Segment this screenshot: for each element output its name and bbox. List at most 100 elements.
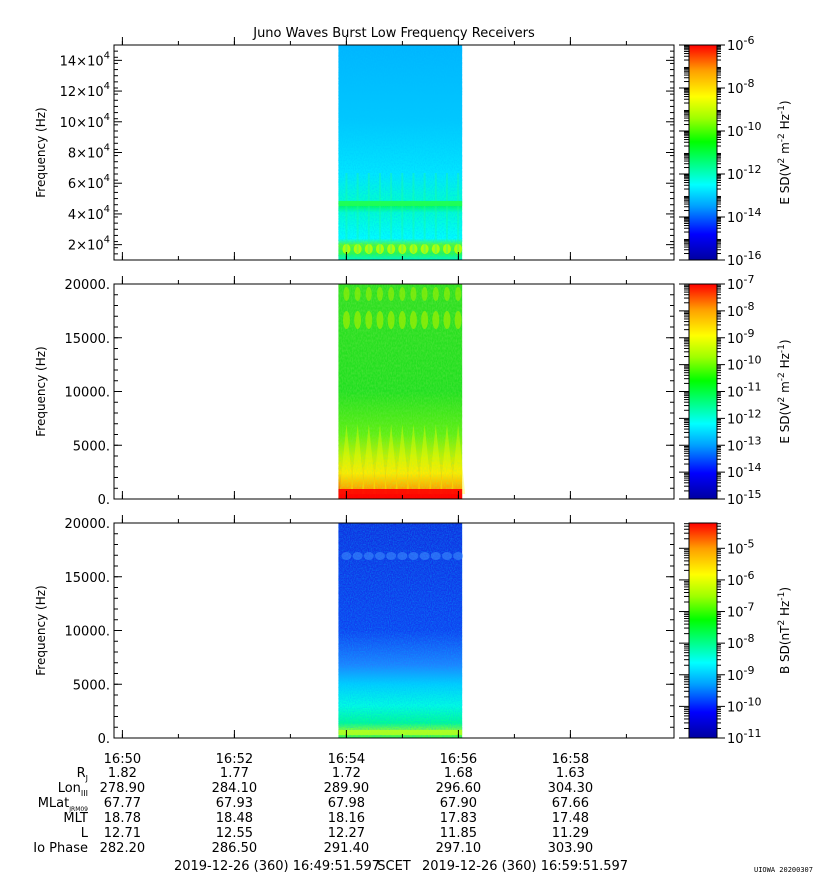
x-tick-label: 16:54 (328, 752, 365, 767)
colorbar (688, 283, 718, 500)
ephemeris-value: 291.40 (324, 841, 370, 856)
colorbar-label: 10-12 (727, 163, 762, 183)
burst-streak (339, 424, 354, 494)
colorbar-label: 10-6 (727, 34, 755, 54)
burst-feature (453, 552, 464, 560)
burst-feature (374, 552, 385, 560)
burst-feature (376, 311, 384, 329)
x-tick-label: 16:50 (104, 752, 141, 767)
burst-feature (341, 552, 352, 560)
burst-feature (409, 311, 417, 329)
colorbar-label: 10-7 (727, 273, 755, 293)
burst-feature (343, 287, 350, 301)
burst-feature (354, 287, 361, 301)
ephemeris-value: 18.48 (216, 811, 253, 826)
burst-feature (430, 552, 441, 560)
ephemeris-value: 1.68 (444, 766, 473, 781)
y-axis-label: Frequency (Hz) (34, 346, 48, 437)
ephemeris-value: 303.90 (548, 841, 594, 856)
ephemeris-label: MLatJRM09 (38, 796, 88, 813)
y-tick-label: 4×104 (68, 204, 110, 223)
burst-streak (367, 173, 370, 253)
colorbar-label: 10-5 (727, 537, 755, 557)
y-tick-label: 20000. (65, 517, 111, 532)
colorbar-label: 10-10 (727, 354, 762, 374)
ephemeris-label: LonIII (58, 781, 88, 798)
ephemeris-label: RJ (77, 766, 88, 783)
ephemeris-value: 11.29 (552, 826, 589, 841)
colorbar-label: 10-14 (727, 206, 762, 226)
ephemeris-label: MLT (63, 811, 88, 826)
ephemeris-value: 12.55 (216, 826, 253, 841)
burst-streak (428, 424, 443, 494)
burst-feature (363, 552, 374, 560)
burst-feature (365, 287, 372, 301)
burst-feature (399, 287, 406, 301)
y-axis-label: Frequency (Hz) (34, 585, 48, 676)
burst-feature (454, 244, 463, 254)
burst-streak (406, 424, 421, 494)
ephemeris-value: 67.93 (216, 796, 253, 811)
y-tick-label: 10000. (65, 625, 111, 640)
burst-feature (386, 552, 397, 560)
colorbar-label: 10-9 (727, 327, 755, 347)
colorbar-axis-label: E SD(V2 m-2 Hz-1) (777, 339, 792, 443)
burst-feature (432, 311, 440, 329)
ephemeris-value: 296.60 (436, 781, 482, 796)
y-tick-label: 10×104 (60, 112, 110, 131)
colorbar-label: 10-16 (727, 249, 762, 269)
y-tick-label: 0. (98, 732, 110, 747)
chart-title: Juno Waves Burst Low Frequency Receivers (252, 26, 535, 41)
ephemeris-value: 67.98 (328, 796, 365, 811)
y-tick-label: 0. (98, 493, 110, 508)
y-tick-label: 5000. (73, 439, 110, 454)
burst-streak (350, 424, 365, 494)
ephemeris-value: 67.66 (552, 796, 589, 811)
burst-streak (451, 424, 466, 494)
burst-feature (398, 244, 407, 254)
burst-feature (443, 287, 450, 301)
colorbar-label: 10-11 (727, 727, 762, 747)
burst-feature (442, 244, 451, 254)
burst-feature (421, 287, 428, 301)
burst-feature (388, 287, 395, 301)
burst-streak (417, 424, 432, 494)
ephemeris-value: 284.10 (212, 781, 258, 796)
burst-streak (457, 173, 460, 253)
burst-streak (434, 173, 437, 253)
burst-feature (441, 552, 452, 560)
colorbar-label: 10-14 (727, 461, 762, 481)
burst-feature (387, 244, 396, 254)
burst-feature (365, 311, 373, 329)
y-tick-label: 12×104 (60, 81, 110, 100)
burst-feature (420, 244, 429, 254)
colorbar-label: 10-13 (727, 434, 762, 454)
y-tick-label: 14×104 (60, 50, 110, 69)
ephemeris-value: 12.71 (104, 826, 141, 841)
watermark: UIOWA 20200307 (754, 866, 813, 874)
burst-streak (345, 173, 348, 253)
y-axis-label: Frequency (Hz) (34, 107, 48, 198)
ephemeris-value: 286.50 (212, 841, 258, 856)
colorbar-label: 10-10 (727, 695, 762, 715)
burst-streak (439, 424, 454, 494)
ephemeris-value: 289.90 (324, 781, 370, 796)
ephemeris-value: 67.90 (440, 796, 477, 811)
y-tick-label: 15000. (65, 571, 111, 586)
burst-feature (409, 244, 418, 254)
burst-feature (431, 244, 440, 254)
y-tick-label: 10000. (65, 386, 111, 401)
ephemeris-value: 18.78 (104, 811, 141, 826)
ephemeris-value: 304.30 (548, 781, 594, 796)
colorbar-label: 10-8 (727, 77, 755, 97)
burst-streak (378, 173, 381, 253)
colorbar-label: 10-15 (727, 488, 762, 508)
ephemeris-value: 297.10 (436, 841, 482, 856)
burst-feature (364, 244, 373, 254)
burst-feature (432, 287, 439, 301)
ephemeris-value: 1.63 (556, 766, 585, 781)
ephemeris-value: 11.85 (440, 826, 477, 841)
burst-feature (376, 287, 383, 301)
scet-label: SCET (377, 859, 411, 874)
colorbar-axis-label: E SD(V2 m-2 Hz-1) (777, 100, 792, 204)
